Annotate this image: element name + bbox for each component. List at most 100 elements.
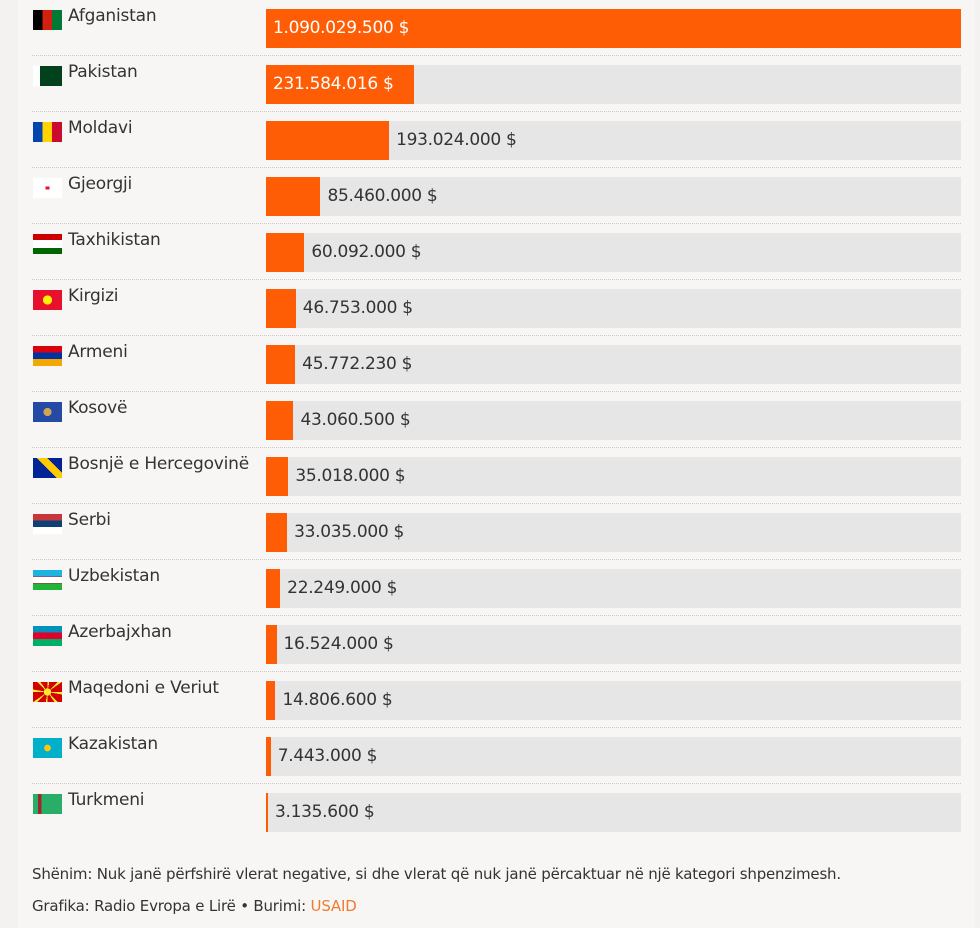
bar-track: 43.060.500 $ <box>266 401 961 440</box>
bar <box>266 233 305 272</box>
category-label: Kazakistan <box>68 734 158 754</box>
row-divider <box>32 671 961 672</box>
bar <box>266 513 288 552</box>
bar <box>266 625 277 664</box>
category-label: Azerbajxhan <box>68 622 172 642</box>
row-divider <box>32 559 961 560</box>
credit-text: Grafika: Radio Evropa e Lirë • Burimi: <box>32 897 311 915</box>
source-link[interactable]: USAID <box>310 897 357 915</box>
value-label: 46.753.000 $ <box>302 298 413 318</box>
bar-track: 14.806.600 $ <box>266 681 961 720</box>
flag-turkmenistan-icon <box>33 794 62 814</box>
category-label: Afganistan <box>68 6 157 26</box>
flag-georgia-icon <box>33 178 62 198</box>
bar-track: 22.249.000 $ <box>266 569 961 608</box>
category-label: Turkmeni <box>68 790 145 810</box>
flag-kosovo-icon <box>33 402 62 422</box>
value-label: 1.090.029.500 $ <box>273 18 410 38</box>
row-divider <box>32 391 961 392</box>
bar-track: 7.443.000 $ <box>266 737 961 776</box>
category-label: Armeni <box>68 342 128 362</box>
category-label: Maqedoni e Veriut <box>68 678 219 698</box>
value-label: 16.524.000 $ <box>283 634 394 654</box>
flag-north-macedonia-icon <box>33 682 62 702</box>
bar <box>266 457 289 496</box>
value-label: 3.135.600 $ <box>275 802 375 822</box>
value-label: 14.806.600 $ <box>282 690 393 710</box>
chart-row: Kazakistan 7.443.000 $ <box>18 728 975 784</box>
row-divider <box>32 111 961 112</box>
bar <box>266 345 296 384</box>
chart-row: Kosovë 43.060.500 $ <box>18 392 975 448</box>
row-divider <box>32 503 961 504</box>
value-label: 7.443.000 $ <box>277 746 378 766</box>
chart-row: Azerbajxhan 16.524.000 $ <box>18 616 975 672</box>
value-label: 43.060.500 $ <box>300 410 411 430</box>
bar <box>266 289 296 328</box>
bar <box>266 121 390 160</box>
bar <box>266 737 271 776</box>
bar-track: 60.092.000 $ <box>266 233 961 272</box>
bar-track: 231.584.016 $ <box>266 65 961 104</box>
chart-row: Armeni 45.772.230 $ <box>18 336 975 392</box>
chart-row: Pakistan 231.584.016 $ <box>18 56 975 112</box>
bar <box>266 681 276 720</box>
category-label: Taxhikistan <box>68 230 161 250</box>
flag-armenia-icon <box>33 346 62 366</box>
value-label: 231.584.016 $ <box>273 74 394 94</box>
chart-row: Kirgizi 46.753.000 $ <box>18 280 975 336</box>
row-divider <box>32 167 961 168</box>
value-label: 193.024.000 $ <box>396 130 517 150</box>
flag-afghanistan-icon <box>33 10 62 30</box>
flag-uzbekistan-icon <box>33 570 62 590</box>
bar-track: 45.772.230 $ <box>266 345 961 384</box>
chart-row: Afganistan 1.090.029.500 $ <box>18 0 975 56</box>
chart-credit: Grafika: Radio Evropa e Lirë • Burimi: U… <box>32 897 357 915</box>
chart-row: Taxhikistan 60.092.000 $ <box>18 224 975 280</box>
chart-row: Turkmeni 3.135.600 $ <box>18 784 975 840</box>
flag-serbia-icon <box>33 514 62 534</box>
row-divider <box>32 279 961 280</box>
category-label: Pakistan <box>68 62 138 82</box>
flag-moldova-icon <box>33 122 62 142</box>
row-divider <box>32 223 961 224</box>
value-label: 33.035.000 $ <box>294 522 405 542</box>
bar <box>266 401 294 440</box>
category-label: Gjeorgji <box>68 174 133 194</box>
flag-kyrgyzstan-icon <box>33 290 62 310</box>
row-divider <box>32 335 961 336</box>
chart-row: Maqedoni e Veriut 14.806.600 $ <box>18 672 975 728</box>
bar <box>266 793 268 832</box>
category-label: Moldavi <box>68 118 133 138</box>
bar-track: 85.460.000 $ <box>266 177 961 216</box>
category-label: Uzbekistan <box>68 566 160 586</box>
row-divider <box>32 727 961 728</box>
bar <box>266 177 321 216</box>
row-divider <box>32 447 961 448</box>
bar <box>266 9 961 48</box>
bar-track: 46.753.000 $ <box>266 289 961 328</box>
bar-track: 193.024.000 $ <box>266 121 961 160</box>
bar-track: 1.090.029.500 $ <box>266 9 961 48</box>
category-label: Bosnjë e Hercegovinë <box>68 454 250 474</box>
bar-track: 35.018.000 $ <box>266 457 961 496</box>
category-label: Serbi <box>68 510 111 530</box>
value-label: 85.460.000 $ <box>327 186 438 206</box>
flag-kazakhstan-icon <box>33 738 62 758</box>
row-divider <box>32 55 961 56</box>
bar <box>266 65 414 104</box>
value-label: 60.092.000 $ <box>311 242 422 262</box>
chart-row: Moldavi 193.024.000 $ <box>18 112 975 168</box>
bar-track: 33.035.000 $ <box>266 513 961 552</box>
flag-azerbaijan-icon <box>33 626 62 646</box>
chart-note: Shënim: Nuk janë përfshirë vlerat negati… <box>32 865 841 883</box>
value-label: 35.018.000 $ <box>295 466 406 486</box>
bar <box>266 569 281 608</box>
chart-row: Gjeorgji 85.460.000 $ <box>18 168 975 224</box>
row-divider <box>32 783 961 784</box>
chart-row: Uzbekistan 22.249.000 $ <box>18 560 975 616</box>
row-divider <box>32 615 961 616</box>
chart-row: Serbi 33.035.000 $ <box>18 504 975 560</box>
flag-pakistan-icon <box>33 66 62 86</box>
flag-bosnia-icon <box>33 458 62 478</box>
